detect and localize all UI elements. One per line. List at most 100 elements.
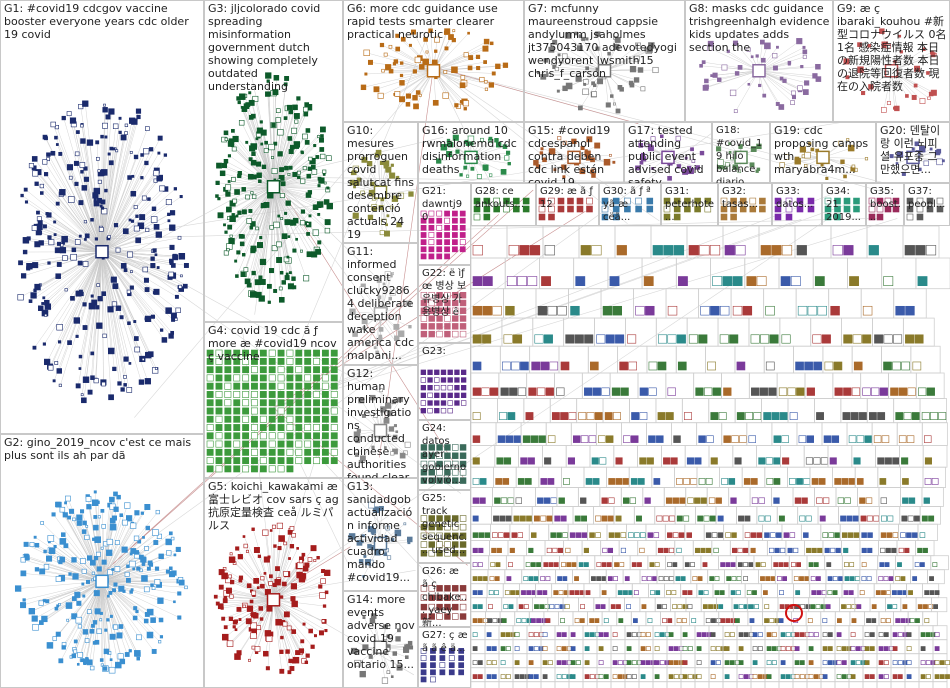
node [88, 302, 96, 310]
node [157, 597, 164, 604]
node [816, 497, 823, 504]
node [830, 547, 836, 553]
node [639, 547, 645, 553]
node [141, 562, 146, 566]
node [601, 515, 608, 522]
node [517, 387, 527, 396]
node [130, 522, 137, 529]
node [911, 412, 920, 421]
node [491, 547, 497, 553]
node [151, 586, 156, 590]
node [508, 604, 514, 609]
node [543, 562, 549, 567]
node [748, 604, 754, 609]
node [130, 270, 133, 273]
node [687, 604, 693, 609]
node [479, 478, 487, 485]
node [816, 412, 824, 421]
node [760, 576, 765, 581]
node [825, 604, 831, 609]
node [86, 504, 92, 510]
node [150, 314, 155, 319]
node [92, 192, 99, 199]
node [158, 640, 162, 644]
node [113, 491, 118, 497]
node [108, 394, 114, 401]
node [682, 604, 688, 609]
edge [101, 251, 175, 316]
node [32, 262, 39, 269]
edge [37, 244, 103, 252]
node [811, 547, 817, 553]
node [58, 603, 61, 606]
node [94, 608, 101, 615]
node [841, 478, 849, 485]
node [519, 515, 526, 522]
node [713, 547, 719, 553]
node [500, 646, 506, 651]
node [771, 245, 782, 256]
node [804, 576, 810, 581]
node [32, 170, 39, 177]
node [733, 604, 739, 609]
node [923, 604, 928, 609]
node [513, 334, 523, 344]
edge [58, 578, 103, 582]
node [738, 632, 744, 637]
node [635, 305, 645, 316]
node [908, 590, 913, 595]
node [580, 497, 587, 504]
edge [273, 407, 454, 602]
node [906, 632, 912, 637]
node [126, 577, 131, 583]
node [107, 594, 110, 598]
node [868, 412, 877, 421]
edge [33, 251, 103, 296]
node [619, 562, 625, 567]
node [768, 387, 777, 396]
node [510, 590, 515, 595]
node [38, 305, 44, 311]
node [584, 334, 594, 344]
node [85, 524, 89, 528]
node [873, 515, 880, 522]
node [779, 412, 788, 421]
group-cell [736, 506, 758, 525]
edge [101, 251, 155, 293]
node [34, 283, 41, 291]
node [109, 503, 116, 510]
node [579, 618, 585, 623]
node [626, 632, 632, 637]
node [666, 590, 672, 595]
node [640, 532, 646, 538]
node [691, 618, 697, 623]
node [891, 547, 897, 553]
node [880, 618, 886, 623]
edge [101, 251, 176, 320]
node [816, 576, 821, 581]
node [146, 608, 154, 616]
node [171, 263, 176, 268]
node [864, 632, 870, 637]
node [554, 604, 560, 609]
node [73, 639, 78, 644]
node [677, 604, 683, 609]
node [506, 276, 517, 286]
node [34, 567, 40, 572]
node [82, 100, 89, 107]
edge [101, 251, 123, 390]
group-cell [593, 506, 615, 525]
node [907, 387, 916, 396]
node [43, 549, 47, 554]
edge [101, 506, 148, 582]
node [520, 457, 528, 465]
node [80, 558, 86, 564]
node [712, 276, 723, 286]
node [106, 618, 110, 622]
edge [231, 186, 274, 242]
node [84, 238, 87, 241]
node [734, 457, 742, 465]
node [113, 624, 119, 630]
node [853, 532, 860, 538]
node [151, 206, 157, 212]
